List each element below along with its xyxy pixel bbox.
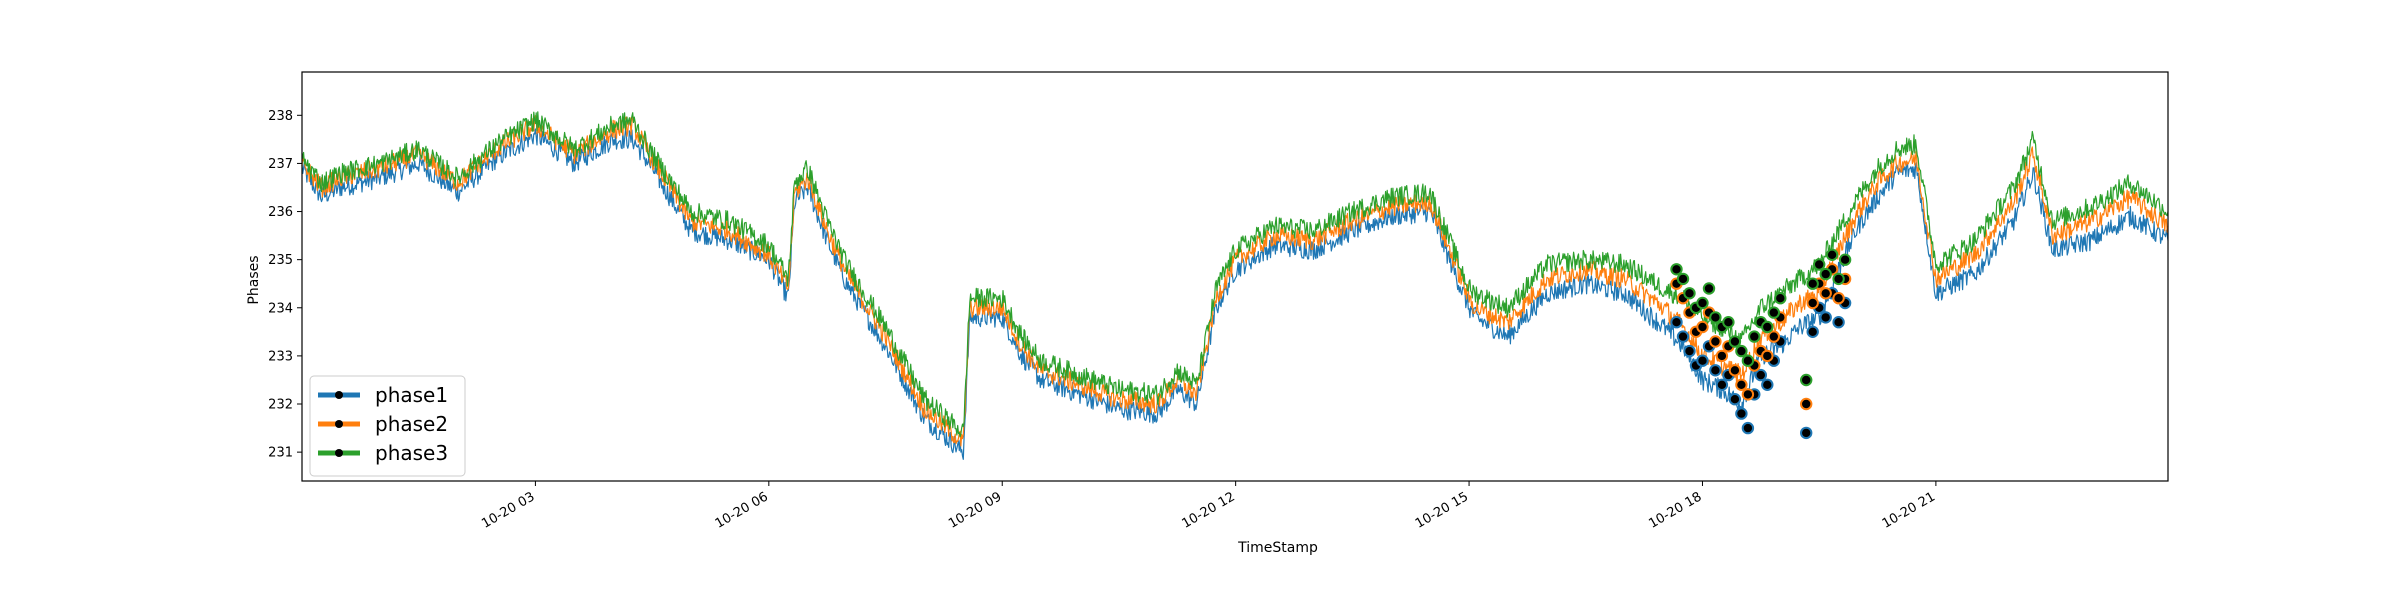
marker-phase1 [1761,378,1774,391]
marker-phase3 [1767,306,1781,319]
marker-phase3 [1709,311,1722,324]
y-axis-label: Phases [246,255,262,304]
marker-phase2 [1800,397,1813,411]
marker-phase1 [1683,344,1696,358]
marker-phase3 [1800,373,1813,387]
marker-phase2 [1715,349,1729,363]
plot-background [302,72,2168,481]
marker-phase1 [1806,325,1819,338]
legend-label-phase1: phase1 [375,383,448,407]
legend-label-phase2: phase2 [375,412,448,436]
legend-marker-phase1 [335,391,343,399]
y-tick-label: 232 [268,398,293,413]
anomaly-markers [1670,248,1852,440]
series-line-phase1 [301,125,2169,460]
marker-phase1 [1800,426,1813,440]
marker-phase1 [1754,368,1768,382]
marker-phase2 [1767,330,1781,343]
marker-phase1 [1735,407,1748,420]
legend-item-phase2: phase2 [318,412,448,436]
marker-phase2 [1728,364,1742,377]
marker-phase3 [1670,263,1683,276]
marker-phase3 [1838,253,1852,266]
y-tick-label: 238 [268,109,293,124]
y-tick-label: 234 [268,301,293,316]
plot-area [302,72,2168,481]
legend-marker-phase3 [335,449,343,457]
marker-phase3 [1819,267,1832,281]
marker-phase2 [1819,287,1832,300]
marker-phase3 [1683,287,1696,300]
series-group [301,111,2169,460]
y-tick-label: 236 [268,205,293,220]
legend: phase1 phase2 phase3 [309,375,466,477]
marker-phase1 [1670,316,1683,329]
legend-label-phase3: phase3 [375,441,448,465]
series-line-phase3 [301,111,2169,438]
axes-frame [301,71,2169,482]
marker-phase2 [1761,349,1774,363]
marker-phase1 [1676,330,1690,343]
marker-phase3 [1696,296,1709,310]
marker-phase1 [1709,364,1722,377]
marker-phase3 [1676,272,1690,286]
marker-phase1 [1741,421,1755,435]
marker-phase2 [1735,378,1748,391]
marker-phase3 [1774,292,1787,305]
legend-marker-phase2 [335,420,343,428]
marker-phase3 [1728,335,1742,348]
x-axis-label: TimeStamp [1237,540,1318,556]
y-tick-label: 235 [268,253,293,268]
marker-phase1 [1728,393,1742,406]
marker-phase1 [1696,354,1709,367]
marker-phase1 [1832,316,1845,329]
legend-item-phase1: phase1 [318,383,448,407]
marker-phase2 [1709,335,1722,348]
y-tick-label: 233 [268,349,293,364]
marker-phase3 [1735,344,1748,358]
marker-phase3 [1722,316,1735,329]
y-tick-label: 231 [268,446,293,461]
marker-phase2 [1696,320,1709,334]
marker-phase2 [1741,388,1755,401]
marker-phase2 [1806,296,1819,310]
marker-phase2 [1832,292,1845,305]
marker-phase1 [1819,311,1832,324]
marker-phase3 [1702,282,1716,295]
marker-phase3 [1813,258,1826,271]
marker-phase1 [1715,378,1729,391]
marker-phase3 [1825,248,1839,262]
legend-item-phase3: phase3 [318,441,448,465]
marker-phase3 [1741,354,1755,367]
marker-phase3 [1748,330,1761,343]
marker-phase3 [1761,320,1774,334]
y-tick-label: 237 [268,157,293,172]
marker-phase3 [1832,272,1845,286]
marker-phase3 [1806,277,1819,290]
